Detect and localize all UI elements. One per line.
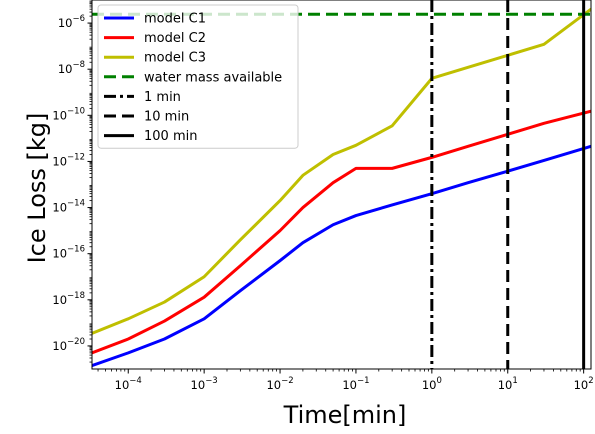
- x-tick-label: 10−2: [266, 376, 293, 392]
- x-tick-label: 102: [574, 376, 594, 392]
- y-tick-label: 10−14: [52, 199, 85, 215]
- x-tick-label: 10−1: [342, 376, 369, 392]
- series-layer: [92, 7, 591, 368]
- series-line-2: [92, 109, 591, 355]
- y-tick-label: 10−10: [52, 106, 85, 122]
- y-tick-label: 10−18: [52, 291, 85, 307]
- x-tick-label: 101: [498, 376, 518, 392]
- x-tick-label: 100: [422, 376, 442, 392]
- legend-label: water mass available: [144, 70, 282, 85]
- y-tick-label: 10−6: [58, 14, 85, 30]
- y-tick-label: 10−20: [52, 337, 85, 353]
- legend: model C1 model C2 model C3 water mass avail…: [97, 4, 299, 149]
- legend-label: 10 min: [144, 110, 189, 125]
- series-line-1: [92, 144, 591, 368]
- y-tick-label: 10−16: [52, 245, 85, 261]
- y-tick-label: 10−8: [58, 60, 85, 76]
- plot-frame: [91, 0, 592, 370]
- y-tick-label: 10−12: [52, 152, 85, 168]
- x-tick-label: 10−3: [191, 376, 218, 392]
- legend-label: model C2: [144, 31, 206, 46]
- x-axis-title: Time[min]: [283, 401, 407, 429]
- legend-label: 100 min: [144, 129, 197, 144]
- y-axis-title: Ice Loss [kg]: [23, 113, 51, 264]
- legend-label: 1 min: [144, 90, 181, 105]
- legend-label: model C3: [144, 51, 206, 66]
- x-axis-ticks: 10−4 10−3 10−2 10−1 100 101 102: [97, 369, 594, 392]
- series-line-3: [92, 7, 591, 335]
- x-tick-label: 10−4: [115, 376, 142, 392]
- legend-box: [97, 4, 299, 149]
- legend-label: model C1: [144, 12, 206, 27]
